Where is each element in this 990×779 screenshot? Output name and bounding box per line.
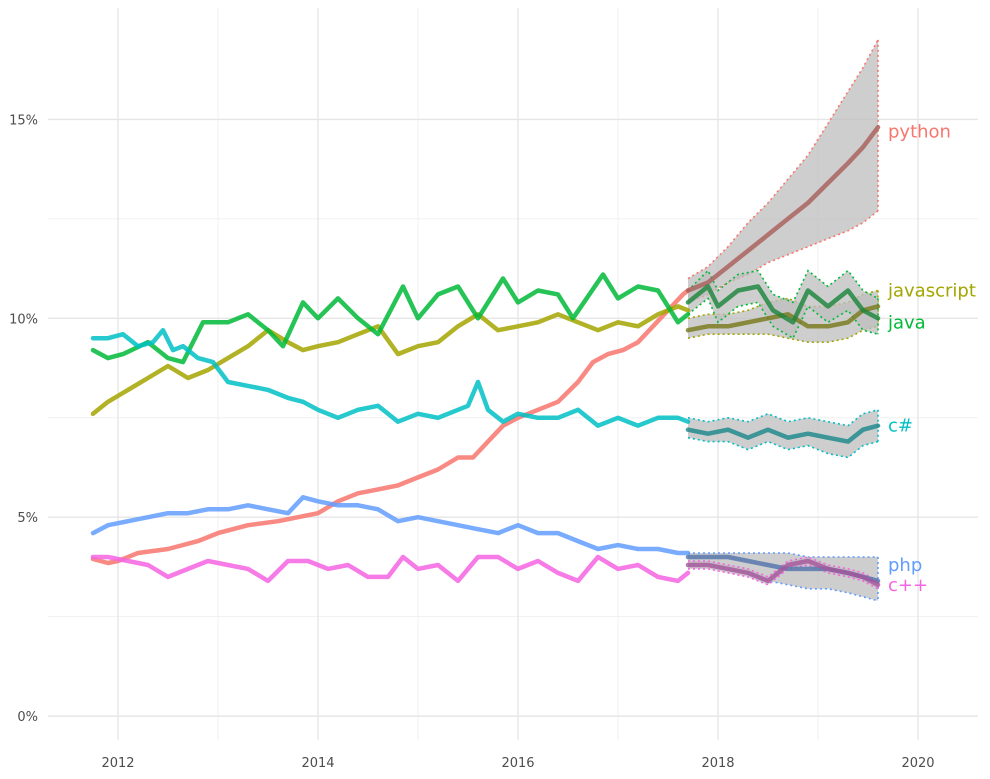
forecast-upper-cpp <box>688 556 879 582</box>
forecast-shade-python <box>685 125 881 293</box>
y-tick-label: 0% <box>17 710 38 725</box>
forecast-upper-c-sharp <box>687 409 879 427</box>
series-line-c-sharp <box>90 327 691 428</box>
y-axis-ticks: 0% 5% 10% 15% <box>9 113 38 725</box>
series-line-javascript <box>90 304 691 417</box>
forecast-line-java <box>685 284 881 325</box>
x-tick-label: 2012 <box>101 756 134 771</box>
forecast-line-javascript <box>685 304 881 333</box>
series-label-python: python <box>888 121 951 142</box>
x-axis-ticks: 2012 2014 2016 2018 2020 <box>101 756 934 771</box>
forecast-upper-java <box>687 269 879 304</box>
series-label-java: java <box>887 312 926 333</box>
series-label-javascript: javascript <box>887 280 976 301</box>
x-tick-label: 2020 <box>901 756 934 771</box>
series-label-php: php <box>888 555 922 576</box>
forecast-line-c-sharp <box>685 423 881 444</box>
x-tick-label: 2018 <box>701 756 734 771</box>
forecast-shade-javascript <box>685 304 881 333</box>
forecast-shade-java <box>685 284 881 325</box>
series-label-c-sharp: c# <box>888 416 913 437</box>
series-lines <box>90 125 881 588</box>
forecast-lower-javascript <box>687 325 879 343</box>
forecast-lower-cpp <box>688 564 879 590</box>
series-label-cpp: c++ <box>888 575 928 596</box>
series-line-java <box>90 272 691 365</box>
series-line-cpp <box>90 554 691 584</box>
forecast-lower-python <box>687 210 879 304</box>
forecast-shade-cpp <box>685 558 881 588</box>
forecast-shade-c-sharp <box>685 423 881 444</box>
y-tick-label: 15% <box>9 113 38 128</box>
forecast-line-python <box>685 125 881 293</box>
x-tick-label: 2014 <box>301 756 334 771</box>
forecast-upper-php <box>688 552 878 558</box>
forecast-upper-python <box>687 39 879 280</box>
forecast-band-python <box>688 39 878 303</box>
y-tick-label: 10% <box>9 312 38 327</box>
series-line-php <box>90 495 691 556</box>
forecast-line-cpp <box>685 558 881 588</box>
x-tick-label: 2016 <box>501 756 534 771</box>
forecast-band-java <box>688 270 878 339</box>
y-tick-label: 5% <box>17 511 38 526</box>
series-line-python <box>90 288 691 566</box>
